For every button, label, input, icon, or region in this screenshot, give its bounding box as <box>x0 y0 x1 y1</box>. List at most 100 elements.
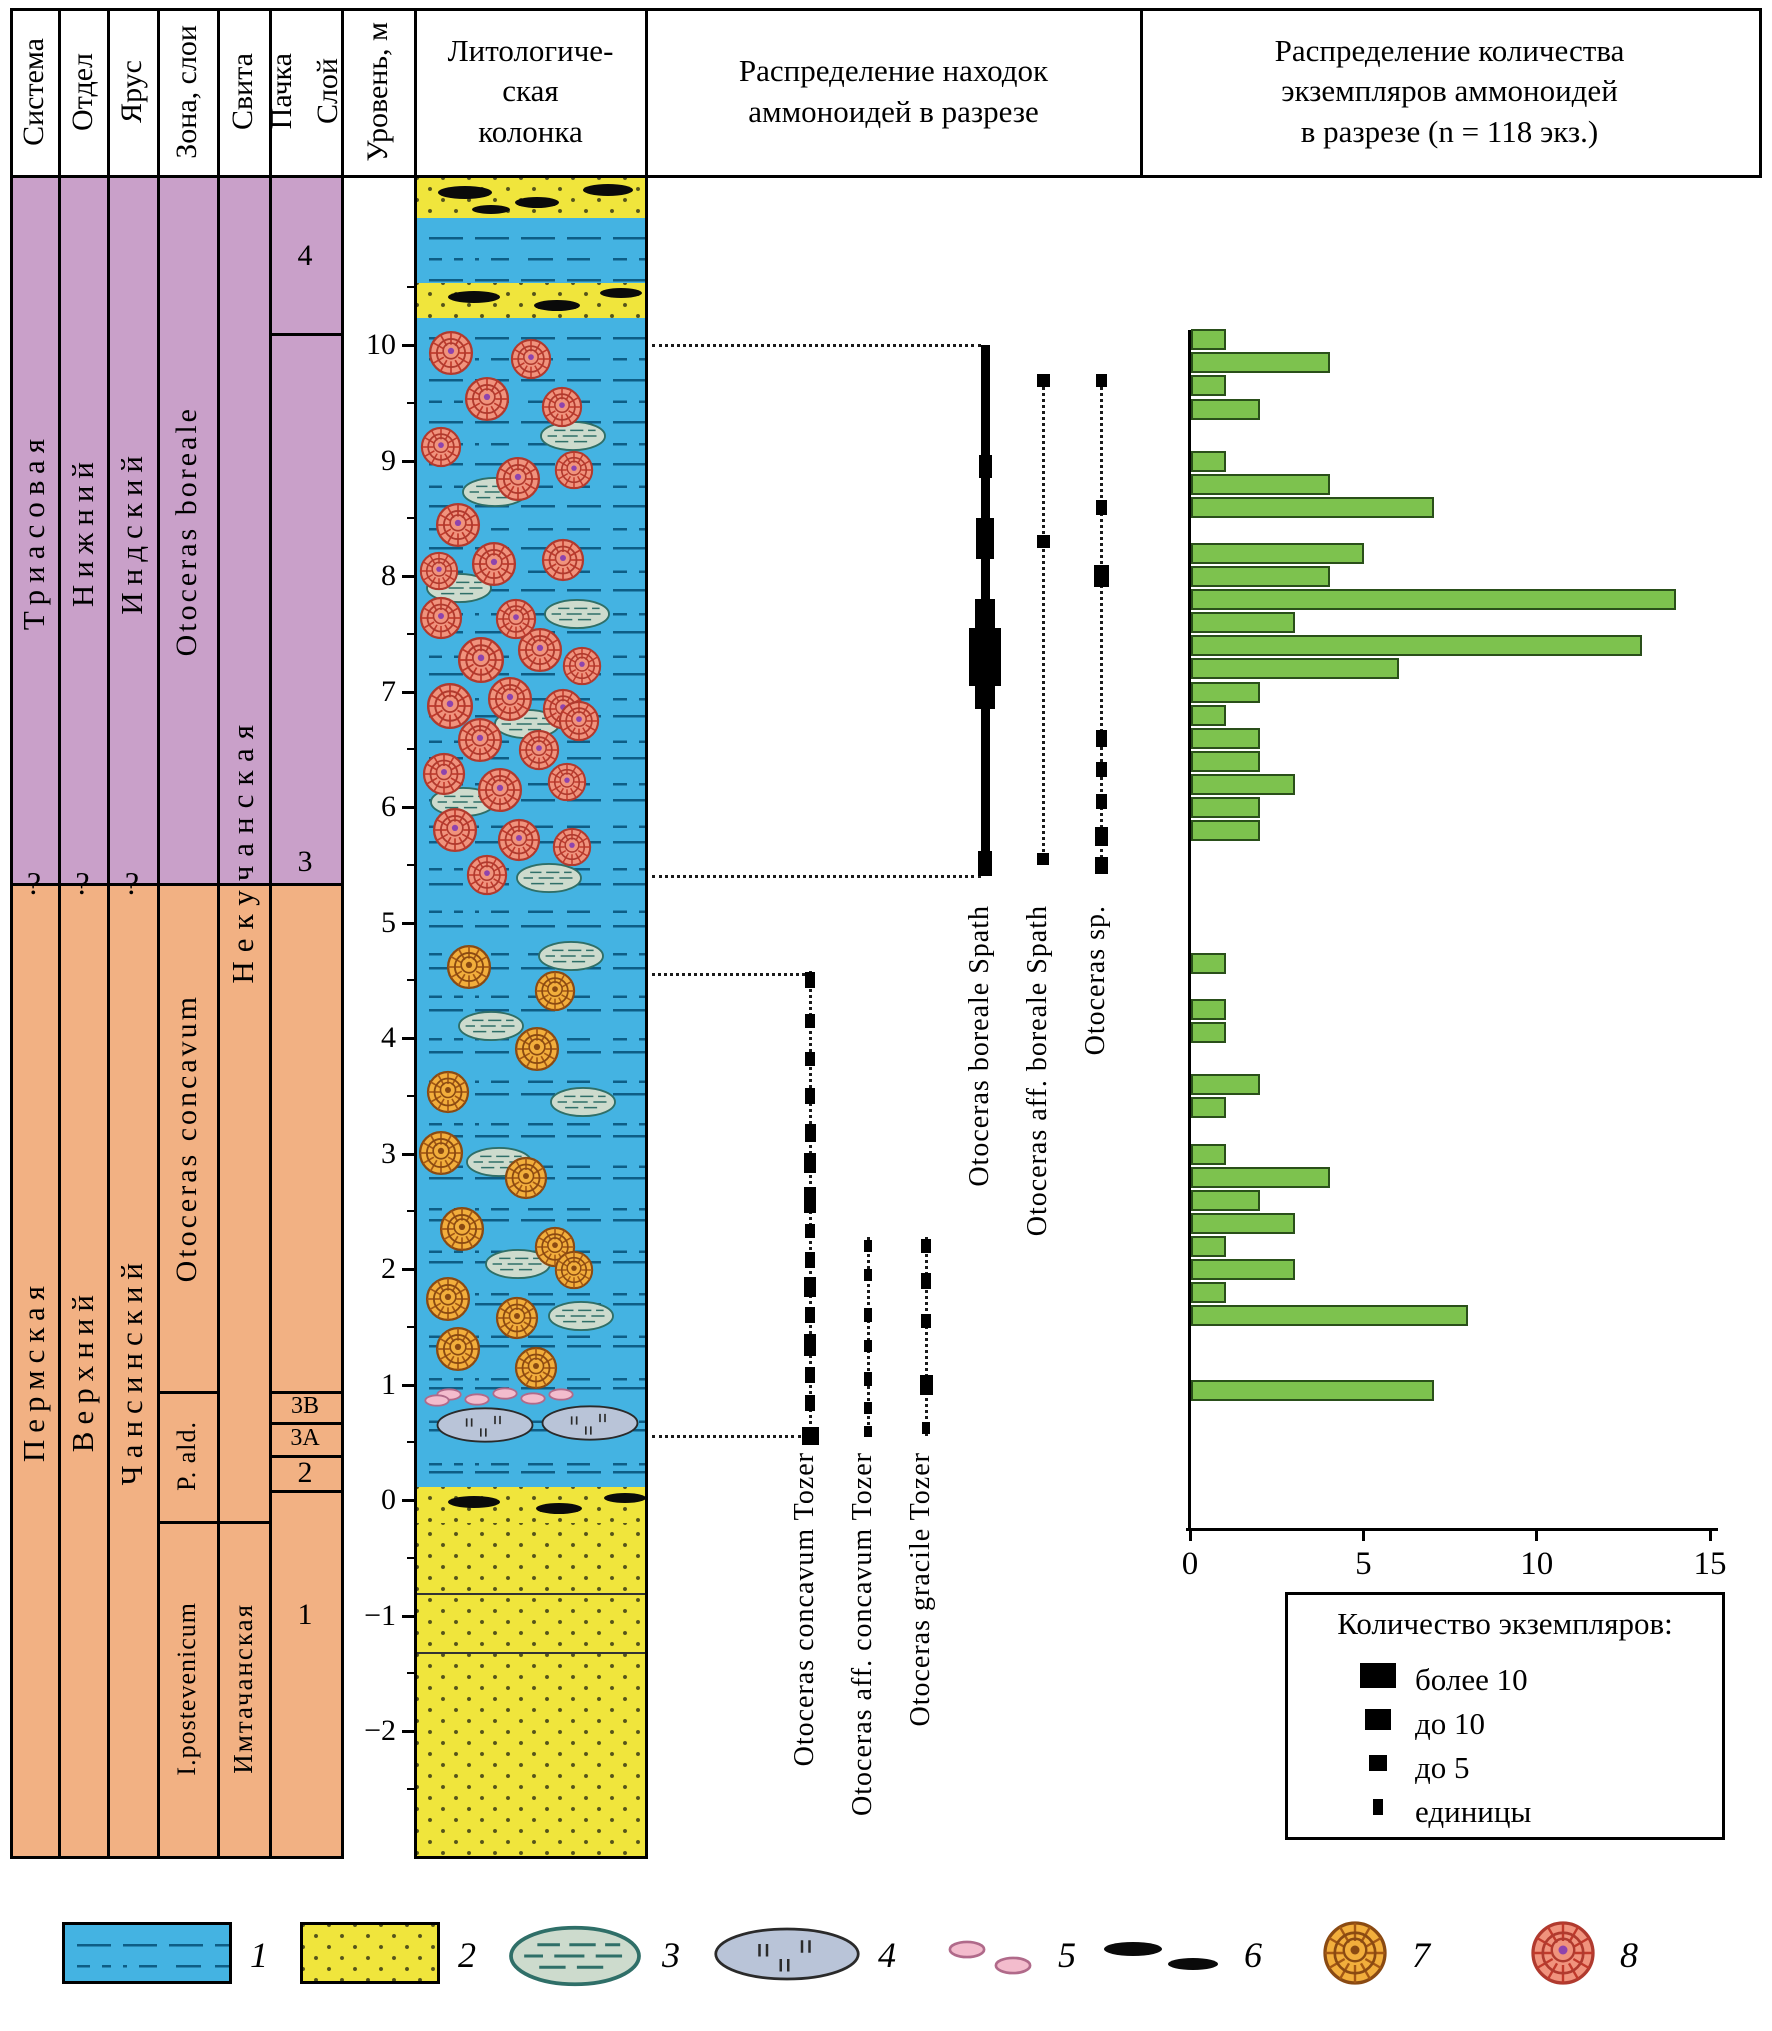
ammonite-yellow-icon <box>534 970 576 1012</box>
bed-3a: 3A <box>290 1425 320 1451</box>
chart-bar <box>1191 682 1260 703</box>
stage-induan: Индский <box>107 178 157 885</box>
occurrence-marker <box>805 1252 815 1268</box>
legend-size-swatch <box>1373 1799 1383 1815</box>
chart-bar <box>1191 1213 1295 1234</box>
chart-bar <box>1191 1259 1295 1280</box>
chart-x-axis <box>1186 1528 1718 1531</box>
occurrence-marker <box>804 1153 816 1173</box>
zone-boreale-label: Otoceras boreale <box>170 406 203 657</box>
level-tick-label: 8 <box>381 559 396 592</box>
level-minor-tick <box>407 1210 414 1212</box>
ammonite-pink-icon <box>428 330 474 376</box>
leader-line <box>652 973 805 976</box>
coal-lens-icon <box>1168 1958 1218 1970</box>
level-tick <box>402 922 414 925</box>
legend-size-swatch <box>1360 1662 1396 1688</box>
level-minor-tick <box>407 402 414 404</box>
large-concretion-icon <box>435 1405 535 1445</box>
level-minor-tick <box>407 1441 414 1443</box>
question-mark-stage: ? <box>107 860 157 906</box>
col-border <box>58 8 61 1859</box>
chart-bar <box>1191 820 1260 841</box>
chart-bar <box>1191 375 1226 396</box>
system-permian-label: Пермская <box>16 1278 51 1463</box>
ammonite-yellow-icon <box>426 1070 470 1114</box>
header-formation-label: Свита <box>226 52 259 131</box>
header-zone: Зона, слои <box>157 8 217 175</box>
header-zone-label: Зона, слои <box>170 24 203 159</box>
coal-lens-icon <box>534 300 580 311</box>
chart-y-axis <box>1188 330 1191 1531</box>
member-4: 4 <box>297 238 313 272</box>
series-lower-label: Нижний <box>64 455 100 608</box>
system-triassic: Триасовая <box>10 178 58 885</box>
occurrence-marker <box>864 1372 872 1386</box>
strat-bottom-border <box>10 1856 344 1859</box>
member-divider <box>269 1391 344 1394</box>
formation-imtachanskaya-label: Имтачанская <box>227 1603 258 1774</box>
col-border <box>107 8 110 1859</box>
chart-bar <box>1191 497 1434 518</box>
level-tick <box>402 575 414 578</box>
chart-bar <box>1191 1097 1226 1118</box>
x-axis-tick-label: 5 <box>1355 1546 1372 1582</box>
formation-nekuchanskaya-label: Некучанская <box>225 715 260 984</box>
chart-bar <box>1191 1074 1260 1095</box>
header-level: Уровень, м <box>341 8 414 175</box>
ammonite-yellow-icon <box>446 944 492 990</box>
level-tick-label: 9 <box>381 444 396 477</box>
legend-item-label: до 5 <box>1415 1750 1470 1785</box>
occurrence-bar <box>969 628 1001 686</box>
bedding-line <box>417 1652 645 1654</box>
level-minor-tick <box>407 1557 414 1559</box>
occurrence-marker <box>805 972 815 988</box>
system-triassic-label: Триасовая <box>16 432 51 631</box>
permian-color-block <box>10 885 344 1856</box>
lithology-left-border <box>414 8 417 1859</box>
coal-lens-icon <box>448 1496 500 1508</box>
occurrence-line <box>1099 374 1103 871</box>
counts-legend-title: Количество экземпляров: <box>1337 1606 1673 1641</box>
col-border <box>341 8 344 1859</box>
x-axis-tick <box>1188 1528 1192 1541</box>
permian-triassic-boundary <box>10 883 344 886</box>
coal-lens-icon <box>583 184 633 196</box>
ammonite-pink-icon <box>419 596 463 640</box>
col-border <box>157 8 160 1859</box>
level-tick-label: 4 <box>381 1021 396 1054</box>
chart-bar <box>1191 352 1330 373</box>
occurrence-marker <box>1095 761 1107 777</box>
ammonite-yellow-icon <box>504 1156 548 1200</box>
legend-size-swatch <box>1365 1708 1391 1730</box>
occurrence-marker <box>864 1240 872 1252</box>
chart-bar <box>1191 728 1260 749</box>
occurrence-marker <box>1094 856 1108 874</box>
level-tick <box>402 691 414 694</box>
header-bed-label: Слой <box>311 58 344 125</box>
occurrence-marker <box>921 1239 931 1253</box>
chart-bar <box>1191 451 1226 472</box>
zone-concavum: Otoceras concavum <box>157 885 217 1391</box>
small-concretion-icon <box>544 1300 618 1332</box>
coal-lens-icon <box>438 186 492 199</box>
ammonite-pink-icon <box>422 752 466 796</box>
chart-bar <box>1191 635 1642 656</box>
occurrence-marker <box>804 1187 816 1213</box>
ammonite-yellow-icon <box>495 1296 539 1340</box>
occurrence-marker <box>805 1367 815 1383</box>
ammonite-pink-icon <box>558 700 600 742</box>
zone-boreale: Otoceras boreale <box>157 178 217 885</box>
chart-bar <box>1191 1144 1226 1165</box>
member-divider <box>269 1422 344 1425</box>
level-tick <box>402 1730 414 1733</box>
occurrence-marker <box>1037 853 1049 865</box>
level-minor-tick <box>407 748 414 750</box>
shell-oval-icon <box>548 1388 574 1401</box>
header-level-label: Уровень, м <box>360 21 394 162</box>
col-border <box>269 8 272 1859</box>
occurrence-marker <box>1095 373 1107 387</box>
level-minor-tick <box>407 864 414 866</box>
stage-induan-label: Индский <box>114 448 149 615</box>
stage-changhsingian-label: Чансинский <box>114 1255 149 1486</box>
